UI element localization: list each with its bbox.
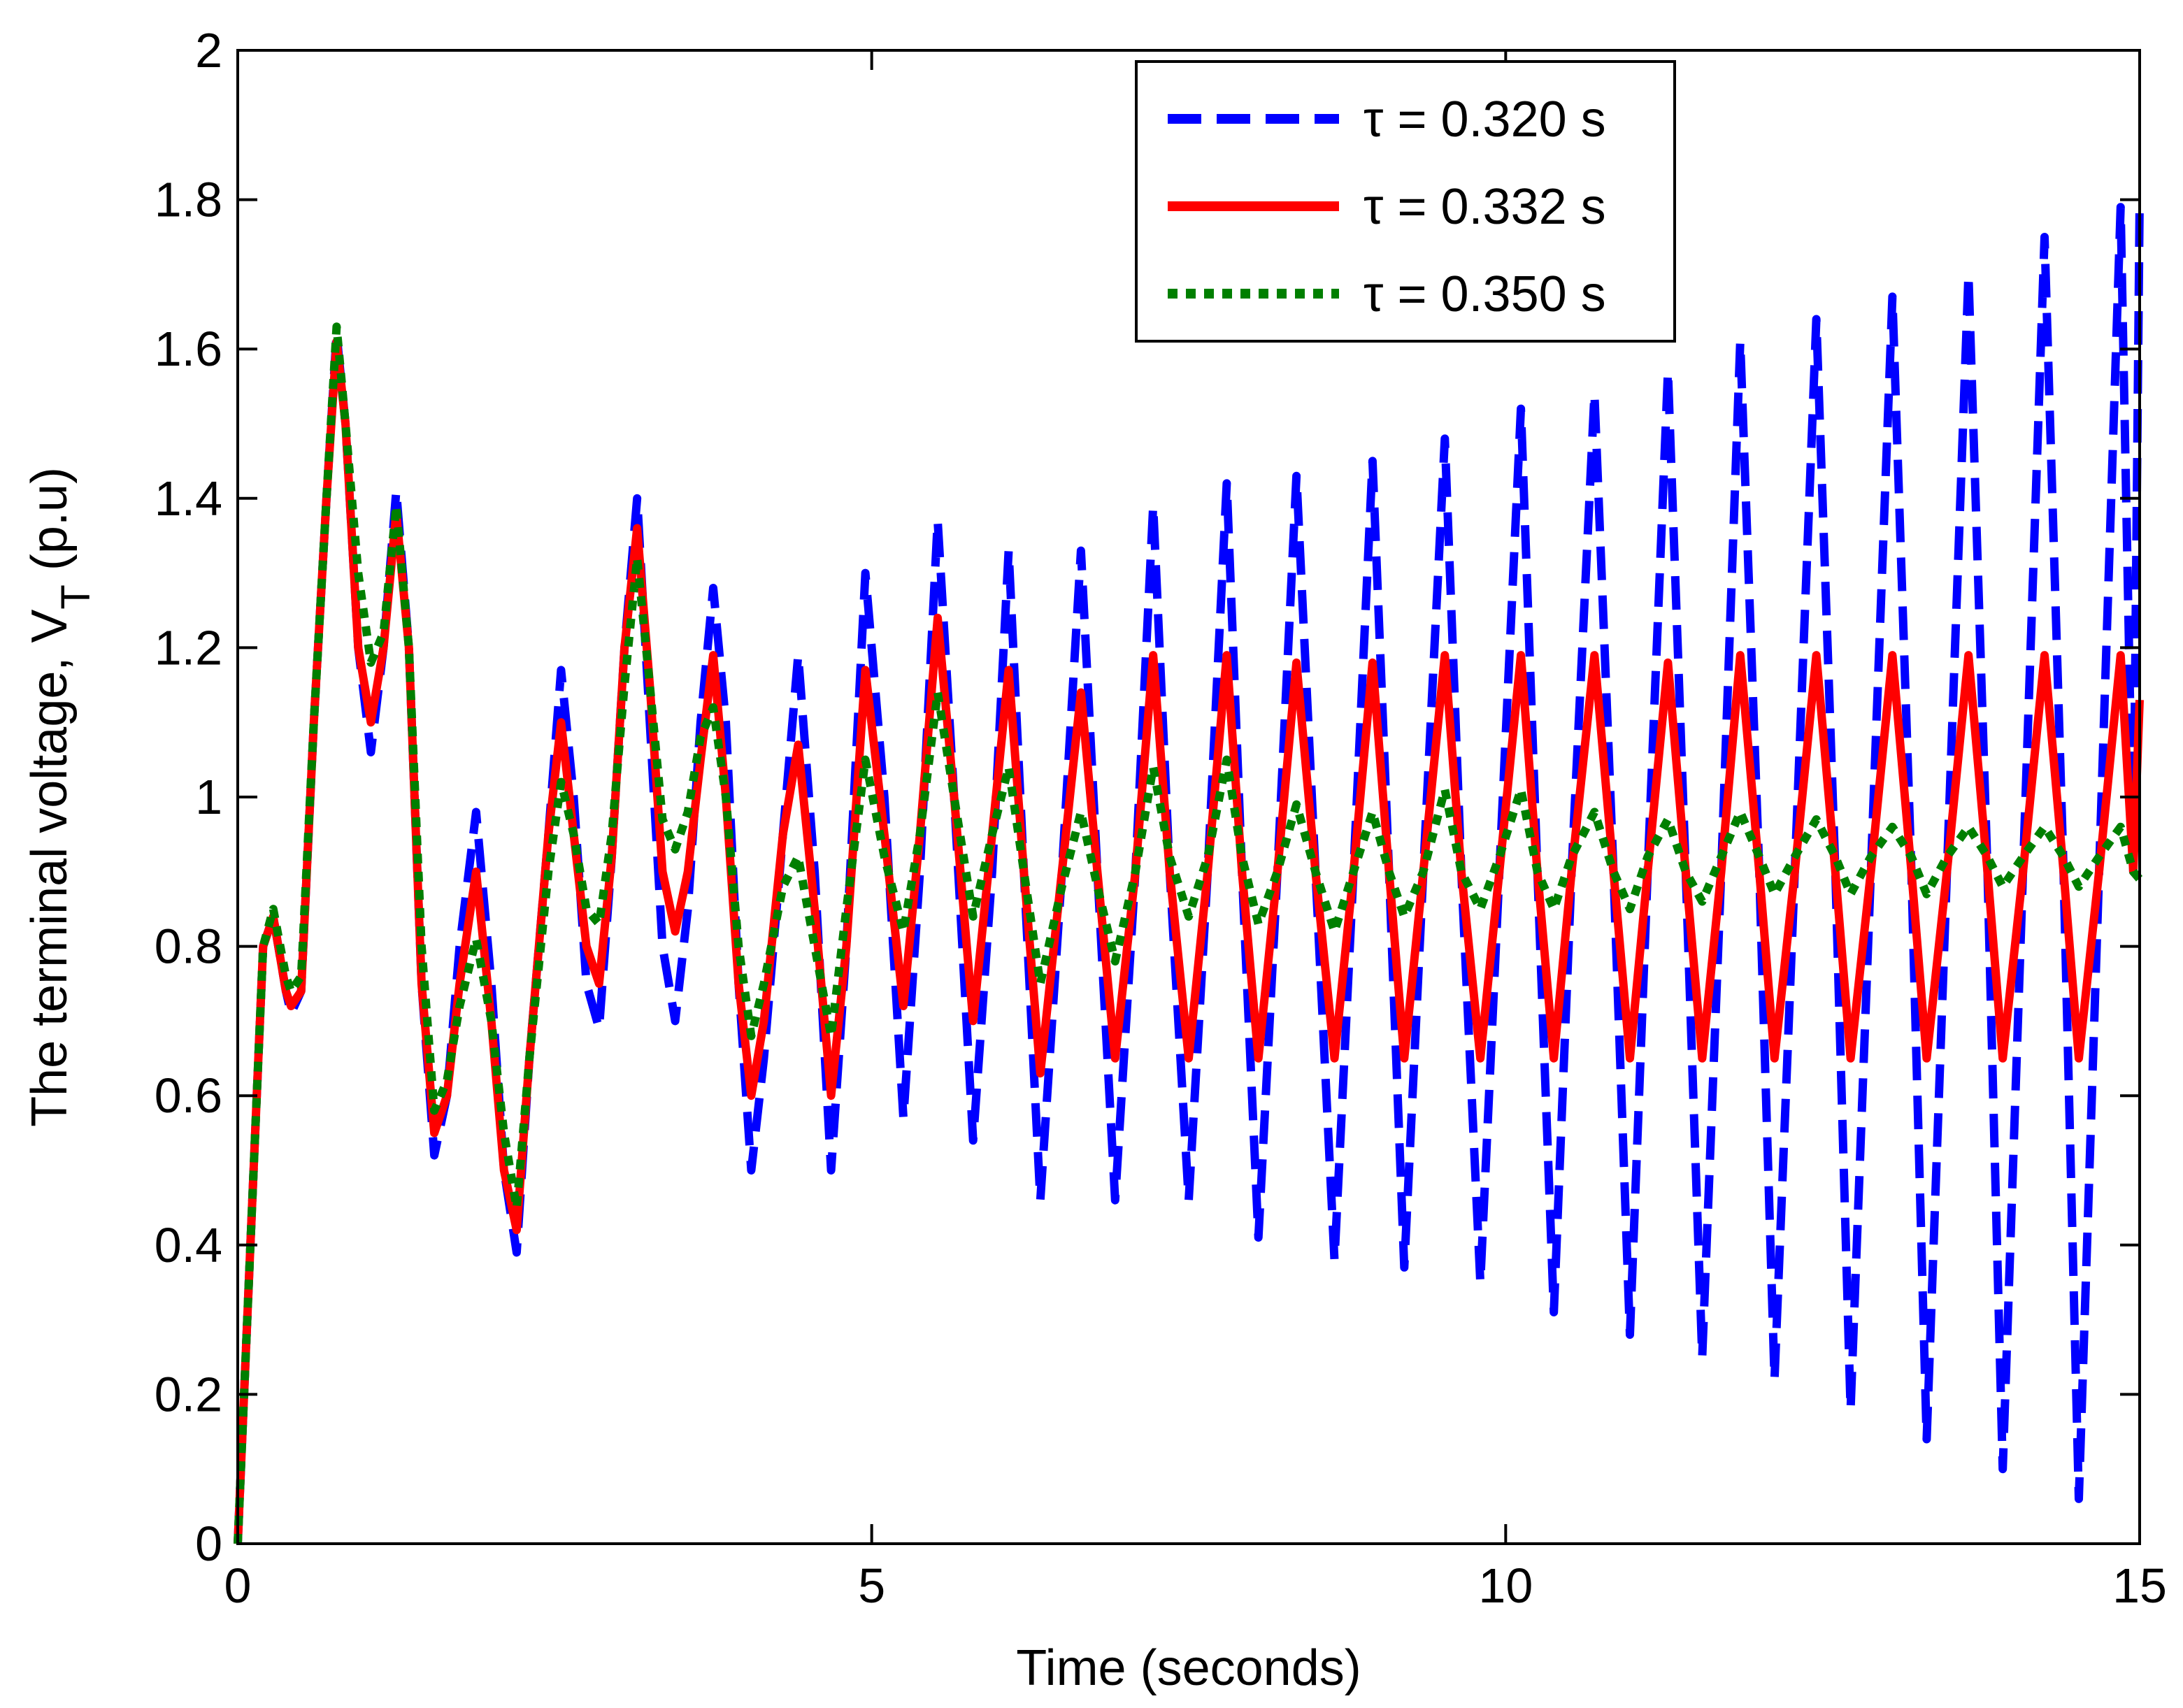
y-tick-label-6: 1.2 (155, 620, 222, 675)
legend-label-tau-0320: τ = 0.320 s (1364, 92, 1606, 148)
legend: τ = 0.320 s τ = 0.332 s τ = 0.350 s (1135, 60, 1676, 343)
x-tick-label-1: 5 (858, 1558, 885, 1613)
y-tick-label-3: 0.6 (155, 1068, 222, 1123)
y-axis-label-subscript: T (53, 584, 99, 609)
series-line-2 (234, 322, 2143, 1544)
y-tick-label-2: 0.4 (155, 1218, 222, 1272)
series-line-0 (234, 199, 2144, 1544)
x-tick-label-0: 0 (224, 1558, 252, 1613)
x-tick-label-2: 10 (1478, 1558, 1533, 1613)
y-tick-label-10: 2 (195, 23, 222, 78)
y-tick-label-5: 1 (195, 770, 222, 824)
y-tick-label-0: 0 (195, 1516, 222, 1571)
y-tick-label-7: 1.4 (155, 471, 222, 526)
x-tick-label-3: 15 (2112, 1558, 2167, 1613)
legend-label-tau-0350: τ = 0.350 s (1364, 266, 1606, 322)
y-axis-label-main: The terminal voltage, V (22, 610, 78, 1127)
y-tick-label-4: 0.8 (155, 919, 222, 974)
series-layer (234, 199, 2144, 1544)
y-tick-label-8: 1.6 (155, 322, 222, 376)
y-tick-label-1: 0.2 (155, 1367, 222, 1421)
x-axis-label: Time (seconds) (1016, 1640, 1361, 1696)
tick-layer: 0 5 10 15 0 0.2 0.4 0.6 0.8 1 1.2 1.4 1.6 1.8 2 (155, 23, 2167, 1613)
legend-label-tau-0332: τ = 0.332 s (1364, 179, 1606, 235)
y-axis-label: The terminal voltage, VT (p.u) (22, 467, 99, 1127)
y-tick-label-9: 1.8 (155, 173, 222, 227)
y-axis-label-unit: (p.u) (22, 467, 78, 584)
